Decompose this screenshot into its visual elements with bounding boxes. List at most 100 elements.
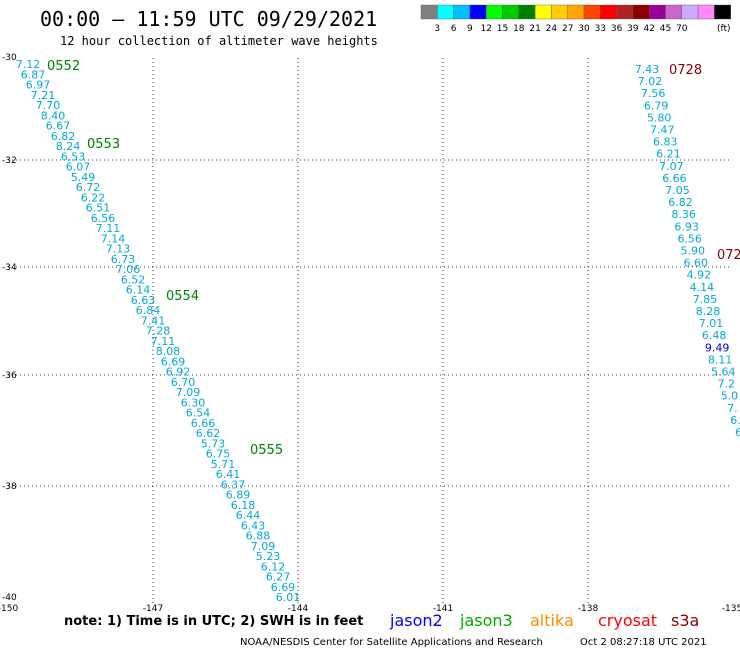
wave-height-value: 6.37 bbox=[221, 478, 246, 491]
altimeter-track-1: 7.126.876.977.217.708.406.676.828.246.53… bbox=[16, 58, 301, 604]
wave-height-value: 6. bbox=[730, 414, 740, 427]
wave-height-value: 6.12 bbox=[261, 560, 286, 573]
legend-tick-label: 45 bbox=[660, 24, 671, 34]
footer-credit: NOAA/NESDIS Center for Satellite Applica… bbox=[240, 637, 543, 648]
wave-height-value: 5.64 bbox=[711, 366, 736, 379]
pass-time-label: 072 bbox=[717, 248, 740, 263]
latitude-label: -34 bbox=[2, 263, 17, 273]
wave-height-value: 7.07 bbox=[659, 160, 684, 173]
legend-tick-label: 27 bbox=[562, 24, 573, 34]
legend-tick-label: 70 bbox=[676, 24, 688, 34]
wave-height-value: 7.70 bbox=[36, 99, 61, 112]
wave-height-value: 7.28 bbox=[146, 325, 171, 338]
legend-tick-label: 42 bbox=[643, 24, 654, 34]
wave-height-value: 7.21 bbox=[31, 89, 56, 102]
legend-swatch bbox=[502, 4, 519, 20]
wave-height-value: 6.62 bbox=[196, 427, 221, 440]
altimeter-track-2: 7.437.027.566.795.807.476.836.217.076.66… bbox=[635, 63, 740, 439]
map-subtitle: 12 hour collection of altimeter wave hei… bbox=[60, 34, 378, 48]
wave-height-value: 6.66 bbox=[662, 172, 687, 185]
legend-tick-label: 6 bbox=[451, 24, 457, 34]
wave-height-value: 6.69 bbox=[161, 355, 186, 368]
wave-height-value: 6.70 bbox=[171, 376, 196, 389]
wave-height-value: 6.27 bbox=[266, 571, 291, 584]
pass-time-label: 0554 bbox=[166, 289, 199, 304]
color-scale-labels: 3 6 9 12 15 18 21 24 27 30 33 36 39 42 45 70 bbox=[434, 24, 687, 34]
wave-height-value: 5.0 bbox=[721, 390, 739, 403]
wave-height-value: 8.24 bbox=[56, 140, 81, 153]
latitude-label: -36 bbox=[2, 371, 17, 381]
wave-height-value: 6.88 bbox=[246, 530, 271, 543]
latitude-labels: -30 -32 -34 -36 -38 -40 bbox=[2, 53, 17, 603]
wave-height-value: 7.12 bbox=[16, 58, 41, 71]
wave-height-value: 6.75 bbox=[206, 448, 231, 461]
wave-height-value: 6.93 bbox=[674, 220, 699, 233]
pass-time-labels: 0552 0553 0554 0555 0728 072 bbox=[47, 59, 740, 458]
legend-swatch bbox=[518, 4, 536, 20]
wave-height-value: 6.69 bbox=[271, 581, 296, 594]
legend-swatch bbox=[681, 4, 699, 20]
pass-time-label: 0553 bbox=[87, 137, 120, 152]
legend-swatch bbox=[469, 4, 487, 20]
satellite-name: s3a bbox=[671, 611, 699, 630]
wave-height-value: 6.22 bbox=[81, 191, 106, 204]
legend-swatch bbox=[600, 4, 617, 20]
latitude-label: -38 bbox=[2, 482, 17, 492]
satellite-legend: jason2 jason3 altika cryosat s3a bbox=[389, 611, 699, 630]
wave-height-value: 7.56 bbox=[641, 87, 666, 100]
legend-tick-label: 33 bbox=[595, 24, 606, 34]
legend-swatch bbox=[616, 4, 634, 20]
legend-swatch bbox=[420, 4, 438, 20]
wave-height-value: 6.60 bbox=[684, 257, 709, 270]
wave-height-value: 6.54 bbox=[186, 407, 211, 420]
wave-height-value: 6.48 bbox=[702, 329, 727, 342]
wave-height-value: 8.11 bbox=[708, 353, 733, 366]
wave-height-value: 6.82 bbox=[51, 130, 76, 143]
longitude-label: -144 bbox=[288, 604, 309, 614]
satellite-name: altika bbox=[530, 611, 574, 630]
wave-height-value: 7.11 bbox=[151, 335, 176, 348]
wave-height-value: 6 bbox=[735, 426, 740, 439]
legend-unit: (ft) bbox=[717, 24, 731, 34]
wave-height-value: 6.07 bbox=[66, 161, 91, 174]
wave-height-value: 6.72 bbox=[76, 181, 101, 194]
legend-swatch bbox=[714, 4, 731, 20]
wave-height-value: 6.41 bbox=[216, 468, 241, 481]
satellite-name: cryosat bbox=[598, 611, 657, 630]
longitude-label: -141 bbox=[433, 604, 453, 614]
wave-height-value: 6.67 bbox=[46, 120, 71, 133]
legend-swatch bbox=[567, 4, 585, 20]
latitude-label: -30 bbox=[2, 53, 17, 63]
legend-swatch bbox=[649, 4, 666, 20]
wave-height-value: 7.47 bbox=[650, 124, 675, 137]
wave-height-value: 8.40 bbox=[41, 109, 66, 122]
wave-height-value: 8.36 bbox=[671, 208, 696, 221]
footer-timestamp: Oct 2 08:27:18 UTC 2021 bbox=[580, 637, 707, 648]
latitude-label: -32 bbox=[2, 156, 17, 166]
color-scale-legend bbox=[420, 4, 731, 20]
wave-height-value: 7.43 bbox=[635, 63, 660, 76]
legend-swatch bbox=[697, 4, 715, 20]
wave-height-value: 6.84 bbox=[136, 304, 161, 317]
wave-height-value: 7.2 bbox=[718, 378, 736, 391]
wave-height-value: 5.23 bbox=[256, 550, 281, 563]
wave-height-value: 7. bbox=[727, 402, 738, 415]
wave-height-value: 4.92 bbox=[687, 269, 712, 282]
wave-height-value: 5.90 bbox=[681, 245, 706, 258]
graticule bbox=[8, 58, 732, 603]
wave-height-value: 6.14 bbox=[126, 284, 151, 297]
wave-height-value: 6.83 bbox=[653, 136, 678, 149]
wave-height-value: 6.73 bbox=[111, 253, 136, 266]
wave-height-value: 6.53 bbox=[61, 150, 86, 163]
wave-height-value: 7.13 bbox=[106, 243, 131, 256]
wave-height-value: 5.71 bbox=[211, 458, 236, 471]
wave-height-value: 6.79 bbox=[644, 99, 669, 112]
legend-tick-label: 36 bbox=[611, 24, 623, 34]
satellite-name: jason3 bbox=[459, 611, 513, 630]
wave-height-value: 6.44 bbox=[236, 509, 261, 522]
legend-tick-label: 24 bbox=[546, 24, 558, 34]
pass-time-label: 0552 bbox=[47, 59, 80, 74]
wave-height-value: 5.49 bbox=[71, 171, 96, 184]
legend-tick-label: 15 bbox=[497, 24, 508, 34]
wave-height-value: 7.41 bbox=[141, 314, 166, 327]
